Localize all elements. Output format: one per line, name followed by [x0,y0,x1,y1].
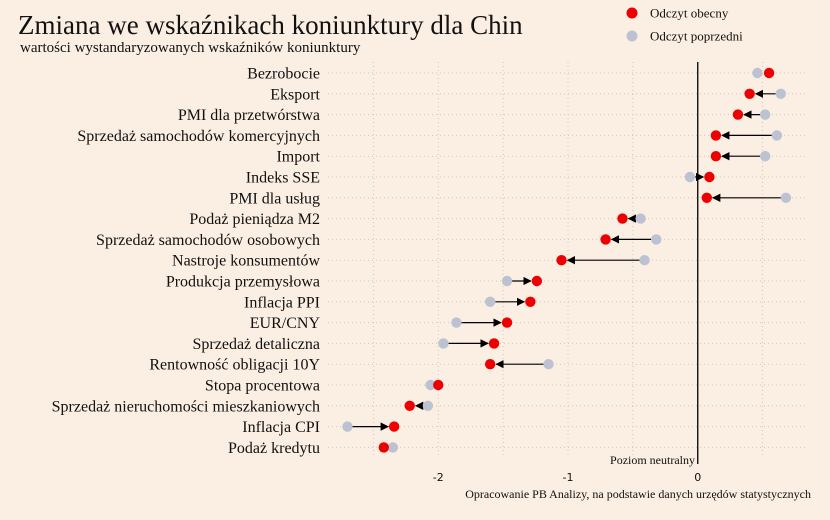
category-label: Rentowność obligacji 10Y [149,357,320,374]
category-label: Eksport [270,86,320,103]
legend-marker-previous [626,30,638,42]
legend-label-current: Odczyt obecny [650,6,729,21]
category-label: Sprzedaż nieruchomości mieszkaniowych [52,398,320,415]
current-value-dot [732,109,744,120]
previous-value-dot [425,379,436,391]
category-label: Inflacja PPI [244,294,320,311]
category-label: PMI dla usług [229,190,320,207]
label-layer: Bezrobocie Eksport PMI dla przetwórstwa Spr… [52,66,321,457]
legend-marker-current [626,7,638,19]
current-value-dot [704,171,715,183]
category-label: Nastroje konsumentów [172,253,320,270]
current-value-dot [525,296,536,307]
grid-layer [328,62,808,458]
x-tick-label: -2 [433,471,444,484]
previous-value-dot [387,442,399,453]
current-value-dot [433,379,444,391]
category-label: EUR/CNY [250,315,321,332]
current-value-dot [404,400,415,411]
current-value-dot [617,213,628,224]
previous-value-dot [759,109,771,120]
previous-value-dot [759,151,771,162]
legend: Odczyt obecny Odczyt poprzedni [626,6,743,44]
arrow-layer [352,89,781,431]
current-value-dot [744,88,755,100]
previous-value-dot [484,296,496,307]
category-label: Podaż pieniądza M2 [189,211,320,228]
previous-value-dot [501,275,513,287]
current-value-dot [501,317,513,328]
current-value-dot [488,338,500,349]
previous-value-dot [771,130,783,141]
neutral-level-label: Poziom neutralny [610,453,695,467]
previous-value-dot [342,421,353,432]
dot-layer [342,67,792,453]
previous-value-dot [422,400,434,411]
previous-value-dot [684,171,696,183]
previous-value-dot [438,338,449,349]
x-tick-label: 0 [694,471,701,484]
category-label: Produkcja przemysłowa [166,274,320,291]
current-value-dot [531,275,543,287]
current-value-dot [710,151,722,162]
tick-layer: -2 -1 0 [433,471,701,484]
category-label: PMI dla przetwórstwa [178,107,320,124]
previous-value-dot [775,88,786,100]
category-label: Podaż kredytu [228,440,320,457]
current-value-dot [484,359,496,370]
chart-subtitle: wartości wystandaryzowanych wskaźników k… [20,40,361,56]
x-tick-label: -1 [563,471,574,484]
source-note: Opracowanie PB Analizy, na podstawie dan… [465,487,811,501]
current-value-dot [600,234,611,245]
category-label: Import [276,149,320,166]
current-value-dot [556,255,567,266]
category-label: Stopa procentowa [205,378,320,395]
current-value-dot [388,421,400,432]
category-label: Indeks SSE [246,170,320,187]
previous-value-dot [543,359,554,370]
category-label: Sprzedaż samochodów komercyjnych [77,128,320,145]
previous-value-dot [651,234,662,245]
current-value-dot [763,67,775,79]
previous-value-dot [451,317,462,328]
current-value-dot [701,192,713,203]
previous-value-dot [635,213,646,224]
category-label: Inflacja CPI [242,419,320,436]
previous-value-dot [780,192,792,203]
current-value-dot [710,130,722,141]
current-value-dot [378,442,389,453]
category-label: Bezrobocie [247,66,320,83]
previous-value-dot [639,255,650,266]
chart-title: Zmiana we wskaźnikach koniunktury dla Ch… [18,10,523,40]
category-label: Sprzedaż detaliczna [193,336,320,353]
category-label: Sprzedaż samochodów osobowych [96,232,320,249]
legend-label-previous: Odczyt poprzedni [650,29,743,44]
previous-value-dot [752,67,763,79]
